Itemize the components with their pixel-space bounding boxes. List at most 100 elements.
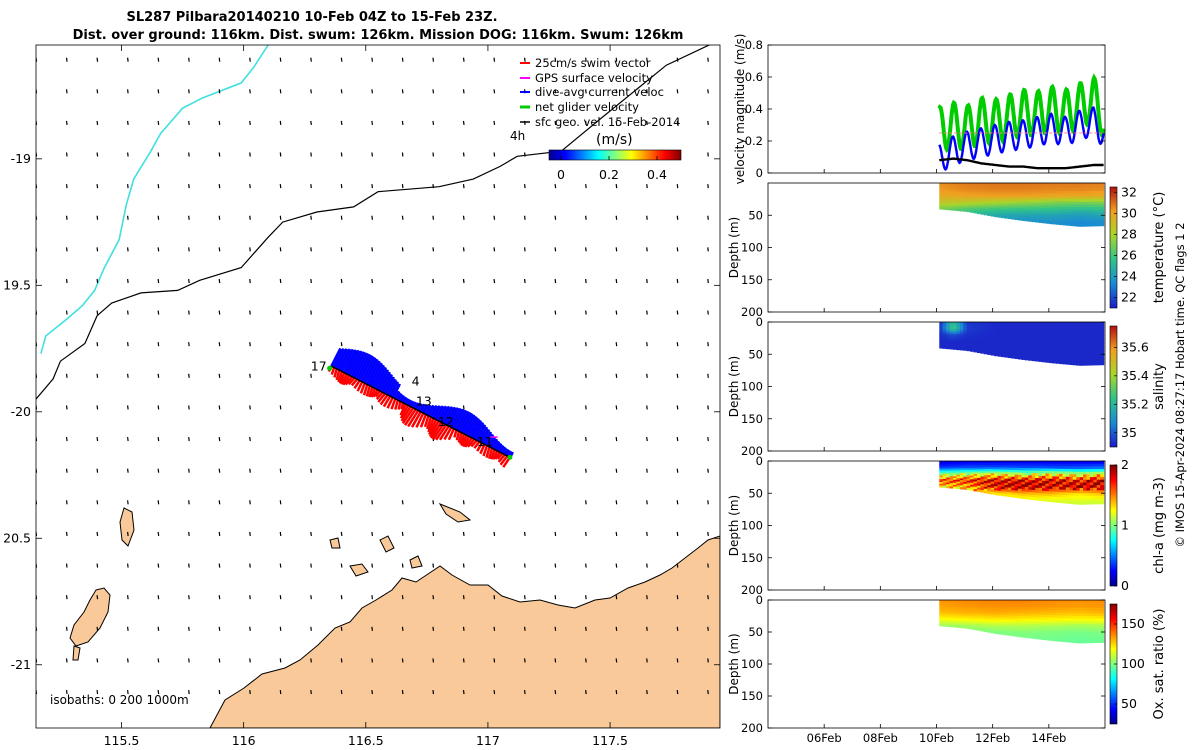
oxygen-cell bbox=[959, 615, 964, 618]
geo-vel-arrow bbox=[676, 57, 679, 62]
salinity-cell bbox=[980, 322, 985, 325]
geo-vel-arrow bbox=[249, 437, 251, 442]
legend-label-net: net glider velocity bbox=[535, 100, 639, 114]
oxygen-cell bbox=[953, 618, 958, 621]
oxygen-cell bbox=[970, 609, 975, 612]
salinity-cell bbox=[990, 324, 995, 327]
salinity-cell bbox=[1083, 346, 1088, 350]
salinity-cell bbox=[994, 328, 999, 331]
chla-cell bbox=[1011, 461, 1016, 464]
chla-cell bbox=[946, 472, 951, 475]
temperature-cell bbox=[983, 212, 988, 216]
salinity-cell bbox=[1083, 348, 1088, 353]
oxygen-cell bbox=[1076, 616, 1081, 620]
oxygen-cell bbox=[946, 603, 951, 606]
salinity-cell bbox=[1048, 337, 1053, 341]
salinity-cell bbox=[1079, 332, 1084, 337]
salinity-cell bbox=[994, 334, 999, 338]
salinity-cell bbox=[949, 340, 954, 343]
oxygen-cell bbox=[980, 617, 985, 620]
oxygen-cell bbox=[1065, 623, 1070, 627]
oxygen-cell bbox=[949, 605, 954, 608]
oxygen-cell bbox=[1035, 614, 1040, 618]
chla-cell bbox=[1083, 474, 1088, 478]
geo-vel-arrow bbox=[279, 563, 282, 568]
chla-cell bbox=[980, 464, 985, 468]
salinity-cell bbox=[1011, 344, 1016, 348]
oxygen-cell bbox=[1089, 610, 1094, 614]
salinity-cell bbox=[1035, 348, 1040, 352]
geo-vel-arrow bbox=[279, 215, 282, 220]
swim-vector bbox=[344, 375, 353, 386]
oxygen-cell bbox=[1052, 602, 1057, 606]
velocity-series-line bbox=[937, 73, 1106, 154]
temperature-cell bbox=[1035, 217, 1040, 221]
salinity-cell bbox=[1014, 344, 1019, 348]
salinity-cell bbox=[990, 322, 995, 325]
temperature-cell bbox=[990, 211, 995, 215]
oxygen-cell bbox=[1035, 636, 1040, 640]
oxygen-cell bbox=[1021, 634, 1026, 638]
chla-cell bbox=[1072, 466, 1077, 470]
temperature-cell bbox=[1076, 215, 1081, 219]
chla-cell bbox=[1048, 478, 1053, 482]
salinity-cell bbox=[1100, 322, 1105, 326]
oxygen-cell bbox=[953, 606, 958, 610]
salinity-cell bbox=[1093, 335, 1098, 339]
chla-cell bbox=[1079, 463, 1084, 467]
geo-vel-arrow bbox=[218, 215, 221, 220]
temperature-cell bbox=[997, 195, 1002, 199]
chla-cell bbox=[1059, 484, 1064, 488]
dive-avg-current-vector bbox=[472, 421, 485, 440]
salinity-cell bbox=[1100, 359, 1105, 363]
salinity-cell bbox=[997, 334, 1002, 338]
temperature-cell bbox=[1045, 185, 1050, 189]
salinity-cell bbox=[976, 325, 981, 329]
temperature-cell bbox=[1014, 217, 1019, 221]
oxygen-cell bbox=[956, 606, 961, 610]
temperature-cell bbox=[1083, 220, 1088, 224]
salinity-cell bbox=[1031, 348, 1036, 352]
oxygen-cell bbox=[1089, 637, 1094, 641]
chla-cell bbox=[959, 485, 964, 488]
salinity-cell bbox=[1000, 354, 1005, 358]
chla-cell bbox=[976, 462, 981, 466]
oxygen-cell bbox=[1048, 610, 1053, 614]
temperature-cell bbox=[942, 197, 947, 201]
dive-avg-current-vector bbox=[337, 348, 352, 371]
temperature-cell bbox=[1096, 199, 1101, 203]
oxygen-cell bbox=[1100, 634, 1105, 638]
salinity-cell bbox=[949, 330, 954, 333]
geo-vel-arrow bbox=[65, 405, 68, 410]
oxygen-cell bbox=[1035, 616, 1040, 620]
chla-cell bbox=[997, 482, 1002, 486]
salinity-cell bbox=[1065, 340, 1070, 344]
geo-vel-arrow bbox=[646, 468, 648, 473]
chla-cell bbox=[997, 461, 1002, 464]
oxygen-cell bbox=[1018, 600, 1023, 603]
geo-vel-arrow bbox=[676, 626, 679, 631]
swim-vector bbox=[338, 372, 346, 384]
oxygen-cell bbox=[970, 610, 975, 614]
time-xtick-label: 14Feb bbox=[1031, 731, 1066, 745]
chla-cell bbox=[1059, 463, 1064, 467]
chla-ytick-label: 0 bbox=[756, 454, 763, 468]
oxygen-cell bbox=[980, 609, 985, 613]
temperature-cell bbox=[970, 210, 975, 213]
temperature-cell bbox=[953, 200, 958, 203]
temperature-cell bbox=[1055, 185, 1060, 189]
temperature-cell bbox=[1031, 214, 1036, 218]
geo-vel-arrow bbox=[432, 184, 435, 189]
temperature-cell bbox=[1048, 220, 1053, 225]
chla-cell bbox=[990, 481, 995, 485]
oxygen-cell bbox=[1031, 619, 1036, 623]
oxygen-cell bbox=[1031, 609, 1036, 613]
chla-cell bbox=[980, 480, 985, 483]
chla-cell bbox=[1076, 485, 1081, 489]
chla-cell bbox=[1028, 480, 1033, 484]
geo-vel-arrow bbox=[493, 120, 496, 125]
temperature-cell bbox=[997, 202, 1002, 205]
oxygen-cell bbox=[983, 611, 988, 615]
geo-vel-arrow bbox=[218, 500, 221, 505]
oxygen-cell bbox=[1038, 619, 1043, 623]
